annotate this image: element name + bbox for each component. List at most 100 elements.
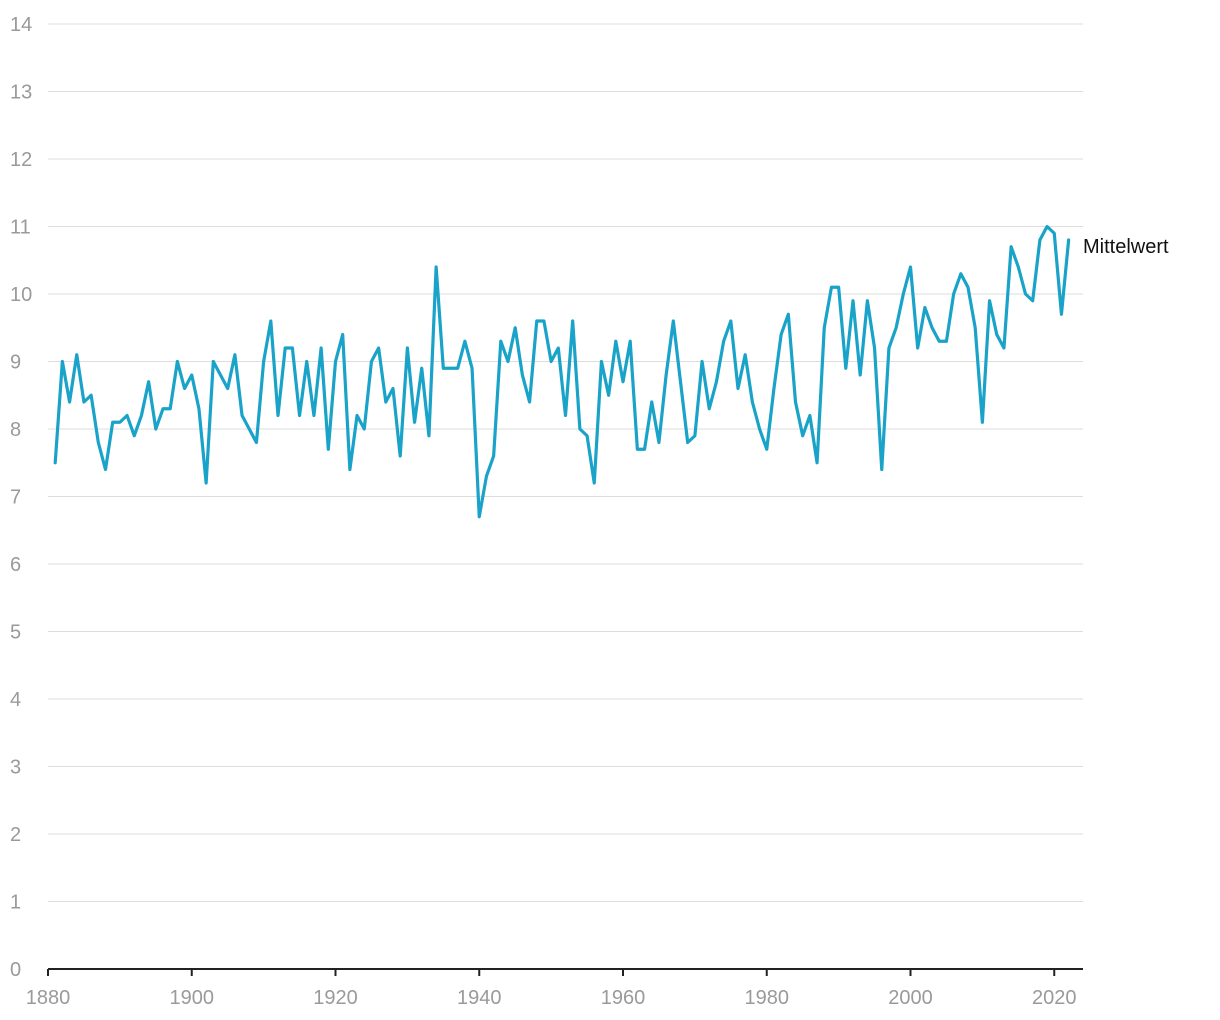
data-point-2013 xyxy=(1002,346,1006,350)
x-tick-label-1960: 1960 xyxy=(601,987,646,1009)
data-point-1994 xyxy=(865,299,869,303)
data-point-1895 xyxy=(154,427,158,431)
data-point-1969 xyxy=(685,440,689,444)
x-tick-label-1880: 1880 xyxy=(26,987,71,1009)
series-0: Mittelwert xyxy=(53,224,1169,519)
data-point-2005 xyxy=(944,339,948,343)
data-point-1892 xyxy=(132,434,136,438)
data-point-1914 xyxy=(290,346,294,350)
data-point-1991 xyxy=(844,366,848,370)
x-tick-label-1920: 1920 xyxy=(313,987,358,1009)
data-point-2009 xyxy=(973,326,977,330)
data-point-1972 xyxy=(707,407,711,411)
data-point-1899 xyxy=(182,386,186,390)
data-point-1995 xyxy=(872,346,876,350)
data-point-2017 xyxy=(1030,299,1034,303)
axes xyxy=(47,968,1083,976)
data-point-1900 xyxy=(190,373,194,377)
data-point-1963 xyxy=(642,447,646,451)
data-point-1881 xyxy=(53,461,57,465)
data-point-1932 xyxy=(420,366,424,370)
data-point-1901 xyxy=(197,407,201,411)
data-point-2007 xyxy=(959,272,963,276)
data-point-1940 xyxy=(477,515,481,519)
y-tick-label-2: 2 xyxy=(10,824,21,846)
data-point-1964 xyxy=(650,400,654,404)
data-point-1953 xyxy=(570,319,574,323)
data-point-1976 xyxy=(736,386,740,390)
data-point-1960 xyxy=(621,380,625,384)
data-point-2015 xyxy=(1016,265,1020,269)
data-point-1941 xyxy=(484,474,488,478)
data-point-1922 xyxy=(348,467,352,471)
data-point-1961 xyxy=(628,339,632,343)
data-point-2001 xyxy=(915,346,919,350)
data-point-1955 xyxy=(585,434,589,438)
data-point-1943 xyxy=(499,339,503,343)
data-point-1998 xyxy=(894,326,898,330)
data-point-1926 xyxy=(376,346,380,350)
data-point-2012 xyxy=(995,332,999,336)
data-point-1987 xyxy=(815,461,819,465)
data-point-1885 xyxy=(82,400,86,404)
data-point-1988 xyxy=(822,326,826,330)
y-tick-label-10: 10 xyxy=(10,284,32,306)
data-point-2016 xyxy=(1023,292,1027,296)
data-point-1908 xyxy=(247,427,251,431)
data-point-1952 xyxy=(563,413,567,417)
data-point-1973 xyxy=(714,380,718,384)
data-point-2018 xyxy=(1038,238,1042,242)
data-point-2010 xyxy=(980,420,984,424)
data-point-2000 xyxy=(908,265,912,269)
data-point-1958 xyxy=(606,393,610,397)
data-point-1949 xyxy=(542,319,546,323)
data-point-1977 xyxy=(743,353,747,357)
data-point-1897 xyxy=(168,407,172,411)
data-point-1902 xyxy=(204,481,208,485)
y-tick-label-8: 8 xyxy=(10,419,21,441)
y-tick-label-1: 1 xyxy=(10,892,21,914)
data-point-1909 xyxy=(254,440,258,444)
series-line-0 xyxy=(53,224,1071,519)
data-point-1928 xyxy=(391,386,395,390)
data-point-1923 xyxy=(355,413,359,417)
x-tick-label-1980: 1980 xyxy=(745,987,790,1009)
series-label: Mittelwert xyxy=(1083,236,1169,258)
data-point-1933 xyxy=(427,434,431,438)
data-point-1935 xyxy=(441,366,445,370)
x-tick-label-1900: 1900 xyxy=(170,987,215,1009)
data-point-1944 xyxy=(506,359,510,363)
data-point-1967 xyxy=(671,319,675,323)
y-tick-label-0: 0 xyxy=(10,959,21,981)
data-point-1974 xyxy=(721,339,725,343)
data-point-1937 xyxy=(455,366,459,370)
data-point-1986 xyxy=(808,413,812,417)
data-point-1907 xyxy=(240,413,244,417)
x-tick-label-2000: 2000 xyxy=(888,987,933,1009)
data-point-1883 xyxy=(67,400,71,404)
data-point-2021 xyxy=(1059,312,1063,316)
data-point-1950 xyxy=(549,359,553,363)
data-point-2019 xyxy=(1045,224,1049,228)
data-point-1992 xyxy=(851,299,855,303)
y-tick-label-6: 6 xyxy=(10,554,21,576)
data-point-1910 xyxy=(261,359,265,363)
data-point-1891 xyxy=(125,413,129,417)
data-point-1984 xyxy=(793,400,797,404)
data-point-1912 xyxy=(276,413,280,417)
data-point-1938 xyxy=(463,339,467,343)
data-point-1979 xyxy=(757,427,761,431)
data-point-2006 xyxy=(951,292,955,296)
data-point-1886 xyxy=(89,393,93,397)
data-point-1884 xyxy=(75,353,79,357)
data-point-1917 xyxy=(312,413,316,417)
data-point-1882 xyxy=(60,359,64,363)
series-layer: Mittelwert xyxy=(53,224,1169,519)
data-point-1971 xyxy=(700,359,704,363)
data-point-1894 xyxy=(146,380,150,384)
data-point-2003 xyxy=(930,326,934,330)
data-point-1970 xyxy=(693,434,697,438)
y-tick-label-14: 14 xyxy=(10,14,32,36)
data-point-1996 xyxy=(880,467,884,471)
